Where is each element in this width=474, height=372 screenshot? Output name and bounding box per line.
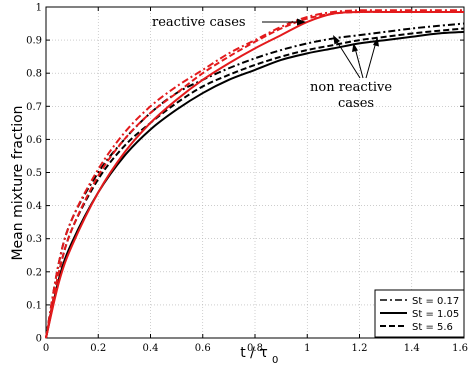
series-reactive-st-56 [45,10,464,339]
series-non-reactive-st-017 [45,22,465,339]
legend: St = 0.17 St = 1.05 St = 5.6 [374,289,465,338]
x-axis-label-subscript: 0 [272,355,278,366]
annotation-arrow-1 [335,39,361,79]
y-tick-label: 0.1 [26,300,42,311]
y-tick-label: 0 [36,334,42,345]
y-tick-label: 0.7 [26,102,42,113]
annotation-arrowhead-2 [352,43,358,52]
y-axis-label: Mean mixture fraction [10,105,26,260]
legend-label-st-105: St = 1.05 [412,309,459,320]
x-tick-label: 0.2 [90,343,106,354]
x-tick-label: 0.8 [247,343,263,354]
annotation-arrowhead-1 [333,35,340,45]
x-tick-label: 1.2 [352,343,368,354]
legend-label-st-56: St = 5.6 [412,322,453,333]
x-tick-label: 1.4 [404,343,420,354]
y-tick-label: 0.3 [26,234,42,245]
series-non-reactive-st-56 [45,27,465,339]
annotation-non-reactive-line1: non reactive [310,80,392,95]
axis-ticks: 0 0.2 0.4 0.6 0.8 1 1.2 1.4 1.6 0 0.1 0.2 0.3 0.4 0.5 0… [26,3,468,355]
x-axis-label-main: t / τ [240,345,268,361]
y-tick-label: 0.6 [26,135,42,146]
annotation-reactive-arrowhead [297,18,306,26]
x-tick-label: 1 [304,343,310,354]
y-tick-label: 0.8 [26,69,42,80]
grid [46,7,464,338]
annotation-reactive-label: reactive cases [152,15,246,30]
annotation-arrow-2 [354,47,364,79]
x-tick-label: 0.6 [195,343,211,354]
annotation-non-reactive: non reactive cases [310,35,392,111]
y-tick-label: 0.4 [26,201,42,212]
x-tick-label: 0.4 [143,343,159,354]
annotation-arrowhead-3 [373,37,379,47]
series-reactive-st-017 [45,9,464,339]
annotation-non-reactive-line2: cases [338,96,374,111]
y-tick-label: 1 [36,3,42,14]
series-lines [45,9,465,339]
x-axis-label: t / τ 0 [240,345,278,366]
legend-label-st-017: St = 0.17 [412,296,459,307]
x-tick-label: 0 [43,343,49,354]
annotation-reactive: reactive cases [152,15,306,30]
annotation-arrow-3 [365,41,377,79]
y-tick-label: 0.9 [26,36,42,47]
x-tick-label: 1.6 [452,343,468,354]
y-tick-label: 0.2 [26,267,42,278]
y-tick-label: 0.5 [26,168,42,179]
